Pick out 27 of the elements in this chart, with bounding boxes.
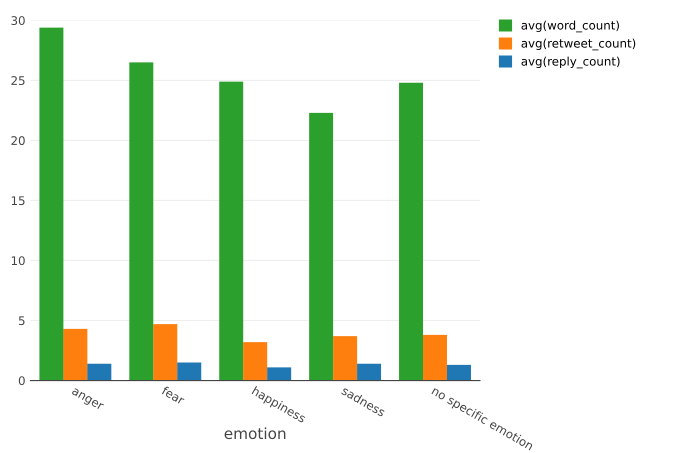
bar — [267, 367, 292, 381]
y-tick-label: 5 — [18, 316, 25, 326]
bar — [63, 328, 88, 381]
y-tick-label: 30 — [11, 16, 25, 26]
y-tick-label: 25 — [11, 76, 25, 86]
legend-label: avg(reply_count) — [522, 56, 620, 68]
bar — [399, 82, 424, 381]
bar — [39, 28, 64, 381]
legend-label: avg(retweet_count) — [522, 38, 636, 50]
bar — [153, 324, 178, 381]
y-tick-label: 15 — [12, 196, 25, 206]
bar — [423, 334, 447, 381]
bar — [129, 62, 154, 381]
bar — [219, 82, 244, 381]
y-tick-label: 10 — [12, 256, 25, 266]
bar — [87, 364, 112, 381]
x-tick-label: fear — [160, 386, 186, 406]
y-tick-label: 0 — [18, 376, 25, 386]
bar — [446, 364, 471, 381]
legend-label: avg(word_count) — [522, 20, 619, 32]
bar — [177, 362, 202, 381]
x-axis-title: emotion — [224, 427, 286, 440]
bar — [309, 112, 334, 381]
bar — [243, 342, 268, 381]
bar — [357, 364, 382, 381]
bar — [333, 336, 358, 381]
y-tick-label: 20 — [11, 136, 25, 146]
